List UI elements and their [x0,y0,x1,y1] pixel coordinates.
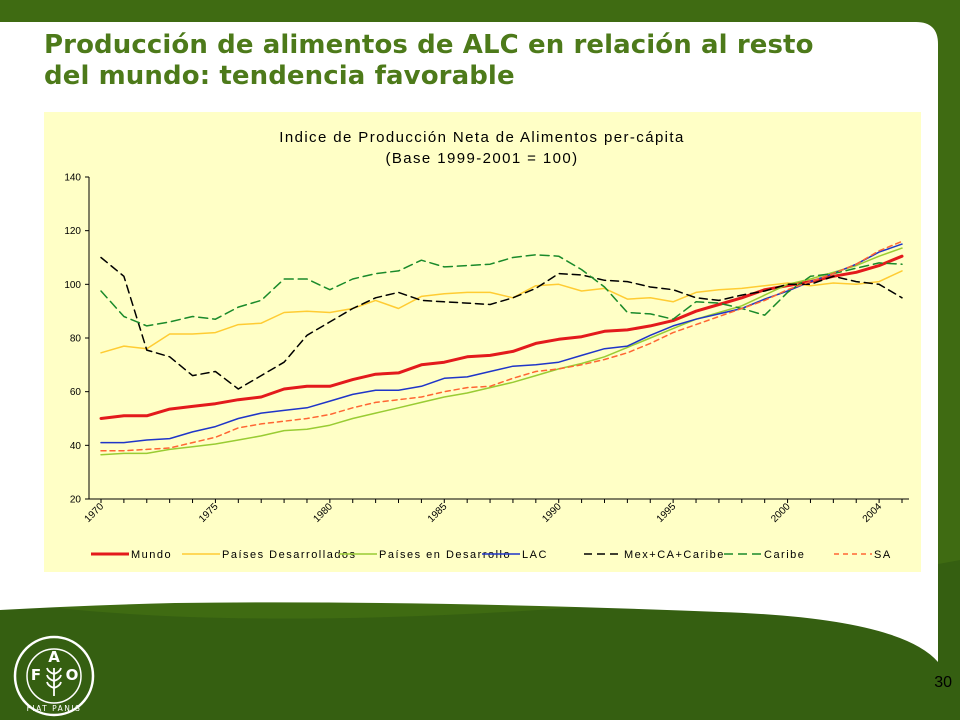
food-production-chart: Indice de Producción Neta de Alimentos p… [64,129,909,561]
series-line-mex-ca-caribe [100,256,903,390]
y-tick-label: 20 [70,495,82,506]
chart-title: Indice de Producción Neta de Alimentos p… [279,129,684,146]
legend-label: Mundo [131,549,172,561]
slide-title: Producción de alimentos de ALC en relaci… [44,30,924,92]
x-tick-label: 1980 [311,501,335,525]
x-tick-label: 1995 [655,501,679,525]
chart-subtitle: (Base 1999-2001 = 100) [385,150,578,167]
series-line-caribe [100,254,903,327]
fao-letter-a: A [48,648,60,666]
legend-label: Caribe [764,549,805,561]
y-tick-label: 100 [64,280,81,291]
x-tick-label: 1985 [426,501,450,525]
wheat-ear-icon [46,667,62,696]
x-tick-label: 1975 [197,501,221,525]
y-tick-label: 80 [70,334,82,345]
y-tick-label: 120 [64,226,81,237]
series-line-pa-ses-en-desarrollo [100,247,903,456]
series-line-lac [100,243,903,444]
slide-title-line-2: del mundo: tendencia favorable [44,61,515,91]
x-tick-label: 1970 [83,501,107,525]
legend-label: Mex+CA+Caribe [624,549,725,561]
x-tick-label: 2004 [861,501,885,525]
x-tick-label: 1990 [540,501,564,525]
chart-panel: Indice de Producción Neta de Alimentos p… [44,112,921,572]
y-tick-label: 40 [70,441,82,452]
fao-letter-f: F [31,666,41,684]
y-tick-label: 140 [64,173,81,184]
legend-label: Países Desarrollados [222,549,357,561]
x-tick-label: 2000 [769,501,793,525]
legend-label: SA [874,549,892,561]
legend-label: LAC [522,549,548,561]
fao-letter-o: O [66,666,79,684]
page-number: 30 [934,674,952,691]
slide-title-line-1: Producción de alimentos de ALC en relaci… [44,30,814,60]
series-line-sa [100,240,903,452]
legend-label: Países en Desarrollo [379,549,511,561]
series-line-pa-ses-desarrollados [100,270,903,354]
fao-motto: FIAT PANIS [27,704,82,713]
y-tick-label: 60 [70,387,82,398]
series-line-mundo [99,254,904,420]
fao-logo: F A O FIAT PANIS [13,635,95,717]
